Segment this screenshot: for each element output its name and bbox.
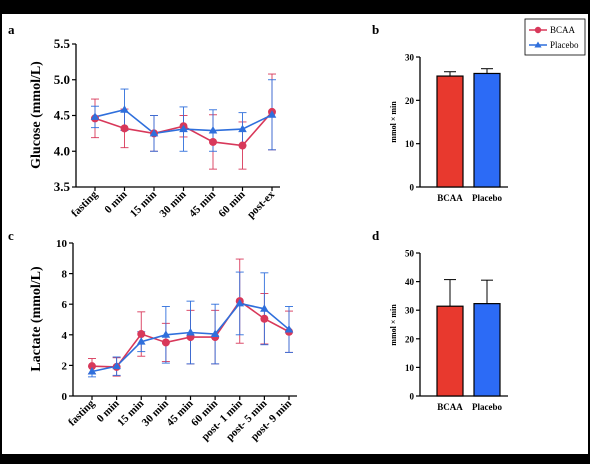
panel-c-point-placebo [136, 337, 146, 345]
panel-a-y-axis-title: Glucose (mmol/L) [29, 61, 44, 169]
panel-a-point-placebo [149, 128, 159, 137]
panel-c-y-tick-label: 0 [62, 391, 68, 403]
panel-d-chart: 0 10 20 30 40 50 BCAA Placebo mmol × min [389, 249, 508, 412]
panel-b-y-tick-label: 0 [410, 183, 415, 193]
panel-c-y-tick-label: 4 [62, 330, 68, 342]
panel-c-point-placebo [186, 328, 195, 336]
legend-box [524, 18, 586, 56]
panel-b-bar-placebo [473, 72, 501, 188]
panel-c-point-placebo [284, 324, 294, 333]
panel-d-bar-bcaa [436, 305, 464, 397]
panel-a-y-tick-label: 4.5 [54, 108, 71, 123]
panel-c-point-bcaa [137, 330, 146, 339]
panel-b-y-tick-label: 30 [405, 53, 415, 63]
panel-d-bar-placebo [473, 303, 501, 397]
panel-b-y-axis-title: mmol × min [389, 101, 398, 143]
panel-a-point-bcaa [209, 137, 217, 146]
panel-c-point-placebo [210, 329, 220, 338]
panel-letter-d: d [372, 228, 380, 243]
panel-c-point-placebo [260, 304, 269, 312]
panel-d-x-tick-label: BCAA [437, 402, 463, 412]
legend-label-bcaa: BCAA [550, 25, 576, 35]
legend-label-placebo: Placebo [550, 40, 579, 50]
legend-marker-bcaa [534, 26, 542, 34]
panel-a-y-tick-label: 4.0 [54, 143, 70, 158]
panel-letter-c: c [8, 228, 14, 243]
panel-b-bar-bcaa [436, 75, 464, 188]
panel-a-point-placebo [90, 112, 100, 120]
panel-c-point-placebo [87, 367, 97, 375]
panel-c-y-axis-title: Lactate (mmol/L) [29, 266, 44, 372]
panel-b-y-tick-label: 20 [405, 96, 415, 106]
panel-a-point-placebo [238, 124, 247, 133]
panel-a-y-tick-label: 5.5 [54, 36, 71, 51]
panel-d-y-tick-label: 40 [405, 277, 415, 287]
panel-letter-b: b [372, 22, 379, 37]
panel-a-y-tick-label: 3.5 [54, 179, 71, 194]
panel-a-point-bcaa [238, 141, 247, 150]
panel-d-y-tick-label: 30 [405, 306, 415, 316]
panel-d-y-axis-title: mmol × min [389, 304, 398, 346]
legend-marker-placebo [534, 41, 542, 48]
panel-b-x-tick-label: BCAA [437, 193, 463, 203]
panel-c-point-bcaa [161, 338, 170, 347]
legend: BCAA Placebo [524, 18, 586, 56]
panel-b-chart: 0 10 20 30 BCAA Placebo mmol × min [389, 53, 508, 203]
panel-a-y-tick-label: 5.0 [54, 72, 70, 87]
panel-c-y-tick-label: 2 [62, 360, 68, 372]
panel-d-y-tick-label: 50 [405, 249, 415, 259]
panel-c-y-tick-label: 10 [56, 238, 68, 250]
panel-a-point-placebo [120, 105, 129, 113]
panel-a-point-placebo [267, 110, 277, 118]
panel-d-x-tick-label: Placebo [472, 402, 502, 412]
panel-b-y-tick-label: 10 [405, 139, 415, 149]
panel-c-y-tick-label: 8 [62, 269, 68, 281]
panel-c-point-placebo [112, 361, 121, 370]
panel-d-y-tick-label: 10 [405, 363, 415, 373]
panel-d-y-tick-label: 0 [410, 392, 415, 402]
panel-a-point-placebo [208, 126, 218, 134]
panel-c-point-bcaa [88, 362, 96, 371]
panel-letter-a: a [8, 22, 15, 37]
panel-c-point-placebo [235, 298, 245, 307]
panel-c-point-placebo [161, 330, 171, 338]
panel-c-y-tick-label: 6 [62, 299, 68, 311]
panel-c-point-bcaa [260, 314, 269, 323]
panel-d-y-tick-label: 20 [405, 334, 415, 344]
panel-a-point-bcaa [120, 124, 129, 133]
panel-a-point-placebo [179, 124, 188, 133]
panel-b-x-tick-label: Placebo [472, 193, 502, 203]
